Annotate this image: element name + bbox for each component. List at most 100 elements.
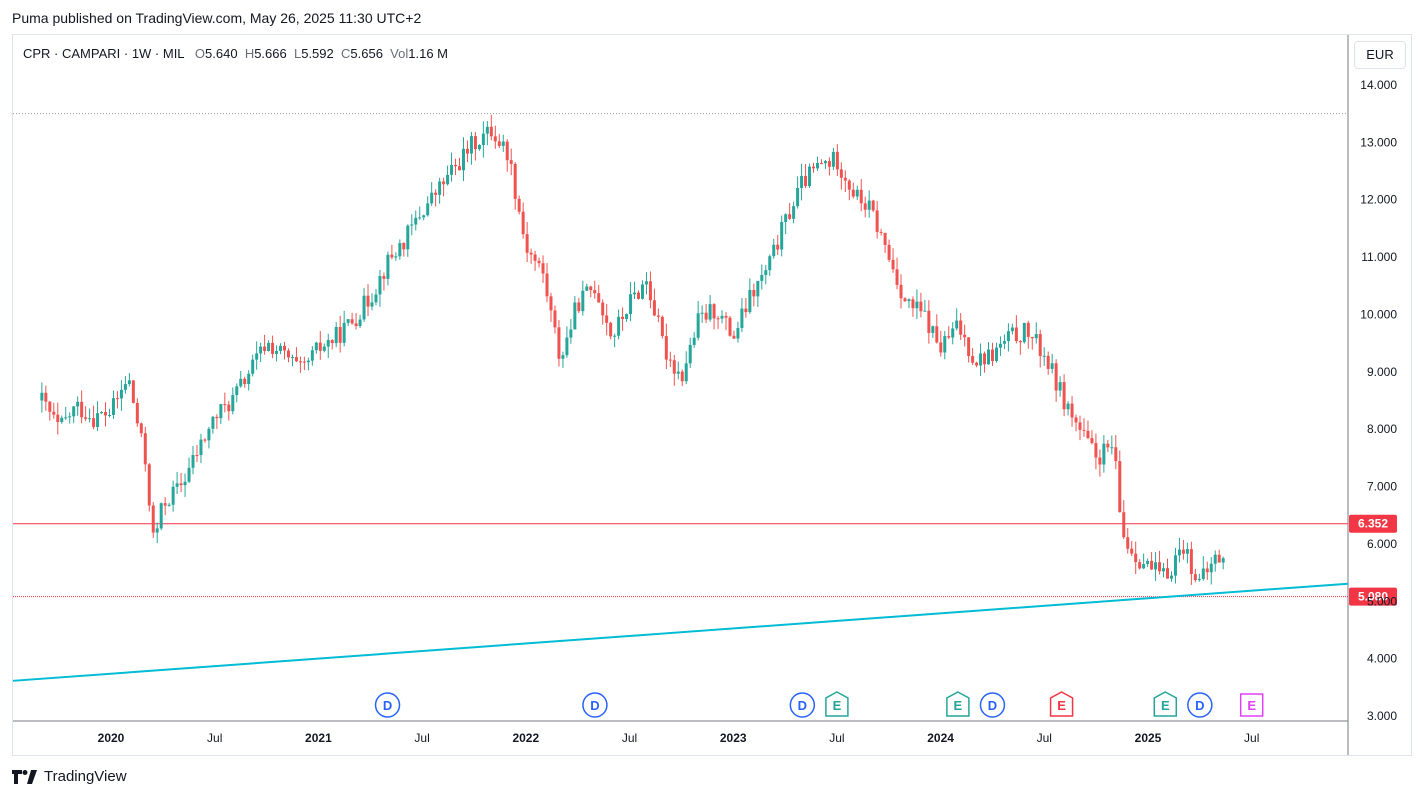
candle-body [1066,403,1070,410]
candle-body [1054,363,1058,391]
x-tick-label: Jul [829,731,844,745]
candle-body [96,413,100,428]
candle-body [605,315,609,323]
y-tick-label: 4.000 [1367,652,1397,666]
candle-body [84,417,88,419]
candle-body [458,166,462,171]
candle-body [48,401,52,412]
candle-body [1018,340,1022,343]
price-axis: 14.000 13.000 12.000 11.000 10.000 9.000 8.000… [1360,78,1397,723]
candle-body [660,316,664,337]
candle-body [994,347,998,362]
candle-body [692,337,696,345]
candle-body [207,428,211,441]
candle-body [362,295,366,320]
candle-body [398,243,402,257]
candle-body [187,467,191,482]
candle-body [127,380,131,385]
candle-body [1062,382,1066,410]
candle-body [867,200,871,210]
candle-body [430,192,434,204]
candle-body [394,256,398,258]
candle-body [1213,554,1217,564]
candle-body [577,302,581,312]
x-tick-label: 2022 [512,731,539,745]
candle-body [629,294,633,315]
y-tick-label: 14.000 [1360,78,1397,92]
footer-brand[interactable]: TradingView [12,768,127,785]
candle-body [390,254,394,258]
tradingview-logo-icon [12,769,37,784]
candle-body [454,164,458,167]
candle-body [748,289,752,313]
candle-body [688,344,692,364]
candle-body [314,342,318,351]
candle-body [346,319,350,323]
earnings-marker [1153,691,1178,717]
high-value: 5.666 [254,46,287,61]
open-value: 5.640 [205,46,238,61]
candle-body [652,300,656,316]
candle-body [378,276,382,295]
candle-body [310,350,314,361]
candle-body [350,319,354,324]
candle-body [410,224,414,226]
publish-header: Puma published on TradingView.com, May 2… [12,10,422,26]
candle-body [215,416,219,419]
candle-body [899,284,903,299]
candle-body [239,378,243,387]
candle-body [1110,447,1114,449]
candle-body [461,148,465,171]
x-tick-label: Jul [622,731,637,745]
candle-body [1002,341,1006,344]
candle-body [987,349,991,365]
candle-body [119,389,123,399]
candle-body [1158,562,1162,572]
candle-body [700,312,704,314]
candle-body [561,355,565,359]
volume-value: 1.16 M [408,46,448,61]
candle-body [318,342,322,351]
event-label: E [833,698,842,713]
candle-body [1098,457,1102,465]
candle-body [151,505,155,533]
candle-body [1166,568,1170,579]
candle-body [581,290,585,312]
candle-body [815,162,819,169]
candle-body [557,327,561,359]
candle-body [306,360,310,363]
candle-body [282,345,286,351]
price-level-label: 6.352 [1358,517,1388,531]
candle-body [879,231,883,233]
y-tick-label: 5.000 [1367,594,1397,608]
currency-button[interactable]: EUR [1354,41,1406,69]
candle-body [1142,564,1146,569]
x-tick-label: 2023 [720,731,747,745]
candle-body [1086,430,1090,439]
candle-body [919,301,923,312]
candle-body [434,192,438,195]
candle-body [446,174,450,185]
candle-body [963,334,967,338]
candle-body [947,336,951,338]
candle-body [792,206,796,219]
candle-body [1169,575,1173,579]
candle-body [772,244,776,257]
candle-body [1154,562,1158,570]
candle-body [664,336,668,360]
candle-body [1130,548,1134,554]
candle-body [175,483,179,487]
candle-body [843,177,847,181]
candle-body [617,316,621,336]
candle-body [251,359,255,374]
candle-body [800,175,804,188]
low-value: 5.592 [301,46,334,61]
candle-body [1022,322,1026,343]
dividend-marker [979,692,1006,718]
candle-body [804,175,808,187]
y-tick-label: 10.000 [1360,307,1397,321]
y-tick-label: 12.000 [1360,193,1397,207]
candle-body [1106,443,1110,448]
candle-body [211,416,215,429]
